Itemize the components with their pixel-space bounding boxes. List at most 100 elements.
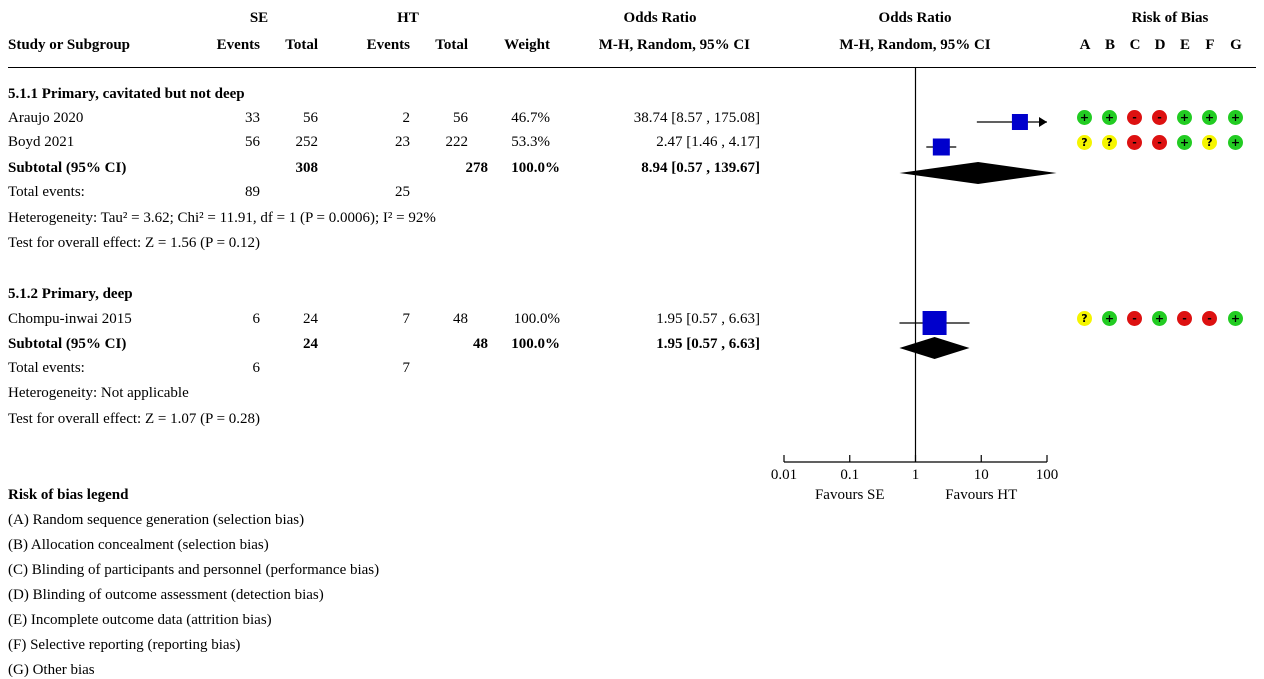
subtotal-total-se: 24	[303, 336, 318, 352]
header-method: M-H, Random, 95% CI	[598, 37, 750, 53]
events-se: 6	[252, 311, 261, 327]
x-tick-label: 100	[1036, 467, 1059, 483]
header-risk-of-bias: Risk of Bias	[1131, 10, 1209, 26]
header-events-ht: Events	[366, 37, 410, 53]
subtotal-ci: 8.94 [0.57 , 139.67]	[641, 160, 760, 176]
favours-left-label: Favours SE	[815, 487, 885, 503]
rob-dot: +	[1228, 135, 1243, 150]
header-rule	[8, 67, 1256, 68]
header-group-se: SE	[249, 10, 269, 26]
rob-domain-header: G	[1230, 37, 1242, 53]
rob-domain-header: F	[1205, 37, 1215, 53]
rob-dot: -	[1202, 311, 1217, 326]
rob-dot: +	[1102, 311, 1117, 326]
total-events-label: Total events:	[8, 184, 85, 200]
subtotal-diamond	[899, 337, 970, 359]
study-name: Boyd 2021	[8, 134, 75, 150]
total-se: 24	[303, 311, 318, 327]
events-ht: 23	[395, 134, 410, 150]
rob-dot: +	[1228, 311, 1243, 326]
subtotal-weight: 100.0%	[511, 160, 560, 176]
rob-dot: ?	[1202, 135, 1217, 150]
rob-legend-item: (G) Other bias	[8, 662, 95, 678]
rob-dot: +	[1102, 110, 1117, 125]
header-method-plot: M-H, Random, 95% CI	[839, 37, 991, 53]
rob-dot: -	[1152, 110, 1167, 125]
heterogeneity-text: Heterogeneity: Not applicable	[8, 385, 189, 401]
rob-dot: +	[1152, 311, 1167, 326]
weight: 100.0%	[513, 311, 560, 327]
total-events-ht: 7	[402, 360, 411, 376]
rob-dot: ?	[1077, 311, 1092, 326]
subtotal-total-se: 308	[295, 160, 319, 176]
rob-dot: ?	[1077, 135, 1092, 150]
x-tick-label: 0.1	[840, 467, 859, 483]
overall-effect-text: Test for overall effect: Z = 1.56 (P = 0…	[8, 235, 261, 251]
study-name: Chompu-inwai 2015	[8, 311, 132, 327]
weight: 46.7%	[511, 110, 550, 126]
subtotal-weight: 100.0%	[511, 336, 560, 352]
total-events-se: 89	[245, 184, 260, 200]
header-total-ht: Total	[435, 37, 468, 53]
rob-legend-item: (A) Random sequence generation (selectio…	[8, 512, 305, 528]
ci-overflow-arrow	[1039, 117, 1047, 127]
subtotal-label: Subtotal (95% CI)	[8, 160, 127, 176]
rob-legend-item: (C) Blinding of participants and personn…	[8, 562, 380, 578]
rob-domain-header: A	[1079, 37, 1091, 53]
header-weight: Weight	[504, 37, 550, 53]
rob-dot: -	[1127, 311, 1142, 326]
rob-dot: +	[1228, 110, 1243, 125]
events-ht: 7	[402, 311, 411, 327]
header-total-se: Total	[285, 37, 318, 53]
header-odds-ratio-plot: Odds Ratio	[878, 10, 952, 26]
total-events-ht: 25	[395, 184, 410, 200]
rob-dot: -	[1177, 311, 1192, 326]
odds-ratio-ci: 38.74 [8.57 , 175.08]	[633, 110, 760, 126]
study-marker	[922, 311, 947, 335]
rob-legend-item: (D) Blinding of outcome assessment (dete…	[8, 587, 324, 603]
rob-dot: -	[1127, 135, 1142, 150]
events-se: 56	[245, 134, 260, 150]
rob-domain-header: C	[1129, 37, 1141, 53]
events-se: 33	[245, 110, 260, 126]
x-tick-label: 0.01	[771, 467, 797, 483]
subtotal-diamond	[899, 162, 1057, 184]
rob-dot: -	[1127, 110, 1142, 125]
rob-dot: +	[1202, 110, 1217, 125]
header-events-se: Events	[216, 37, 260, 53]
study-name: Araujo 2020	[8, 110, 84, 126]
x-tick-label: 10	[974, 467, 989, 483]
odds-ratio-ci: 2.47 [1.46 , 4.17]	[656, 134, 760, 150]
odds-ratio-ci: 1.95 [0.57 , 6.63]	[656, 311, 760, 327]
total-ht: 48	[453, 311, 468, 327]
subgroup-2-title: 5.1.2 Primary, deep	[8, 286, 133, 302]
total-se: 252	[295, 134, 319, 150]
subtotal-total-ht: 278	[465, 160, 489, 176]
rob-domain-header: B	[1104, 37, 1115, 53]
study-marker	[1011, 113, 1028, 131]
header-odds-ratio: Odds Ratio	[623, 10, 697, 26]
subgroup-1-title: 5.1.1 Primary, cavitated but not deep	[8, 86, 245, 102]
rob-domain-header: E	[1179, 37, 1190, 53]
subtotal-label: Subtotal (95% CI)	[8, 336, 127, 352]
rob-dot: -	[1152, 135, 1167, 150]
subtotal-total-ht: 48	[473, 336, 488, 352]
favours-right-label: Favours HT	[945, 487, 1017, 503]
rob-legend-title: Risk of bias legend	[8, 487, 129, 503]
subtotal-ci: 1.95 [0.57 , 6.63]	[656, 336, 760, 352]
rob-dot: +	[1177, 135, 1192, 150]
overall-effect-text: Test for overall effect: Z = 1.07 (P = 0…	[8, 411, 261, 427]
study-marker	[932, 138, 950, 156]
rob-legend-item: (B) Allocation concealment (selection bi…	[8, 537, 269, 553]
x-tick-label: 1	[912, 467, 920, 483]
weight: 53.3%	[511, 134, 550, 150]
header-group-ht: HT	[397, 10, 419, 26]
total-ht: 56	[453, 110, 468, 126]
rob-dot: +	[1077, 110, 1092, 125]
rob-domain-header: D	[1154, 37, 1166, 53]
rob-legend-item: (F) Selective reporting (reporting bias)	[8, 637, 241, 653]
rob-legend-item: (E) Incomplete outcome data (attrition b…	[8, 612, 272, 628]
events-ht: 2	[402, 110, 411, 126]
